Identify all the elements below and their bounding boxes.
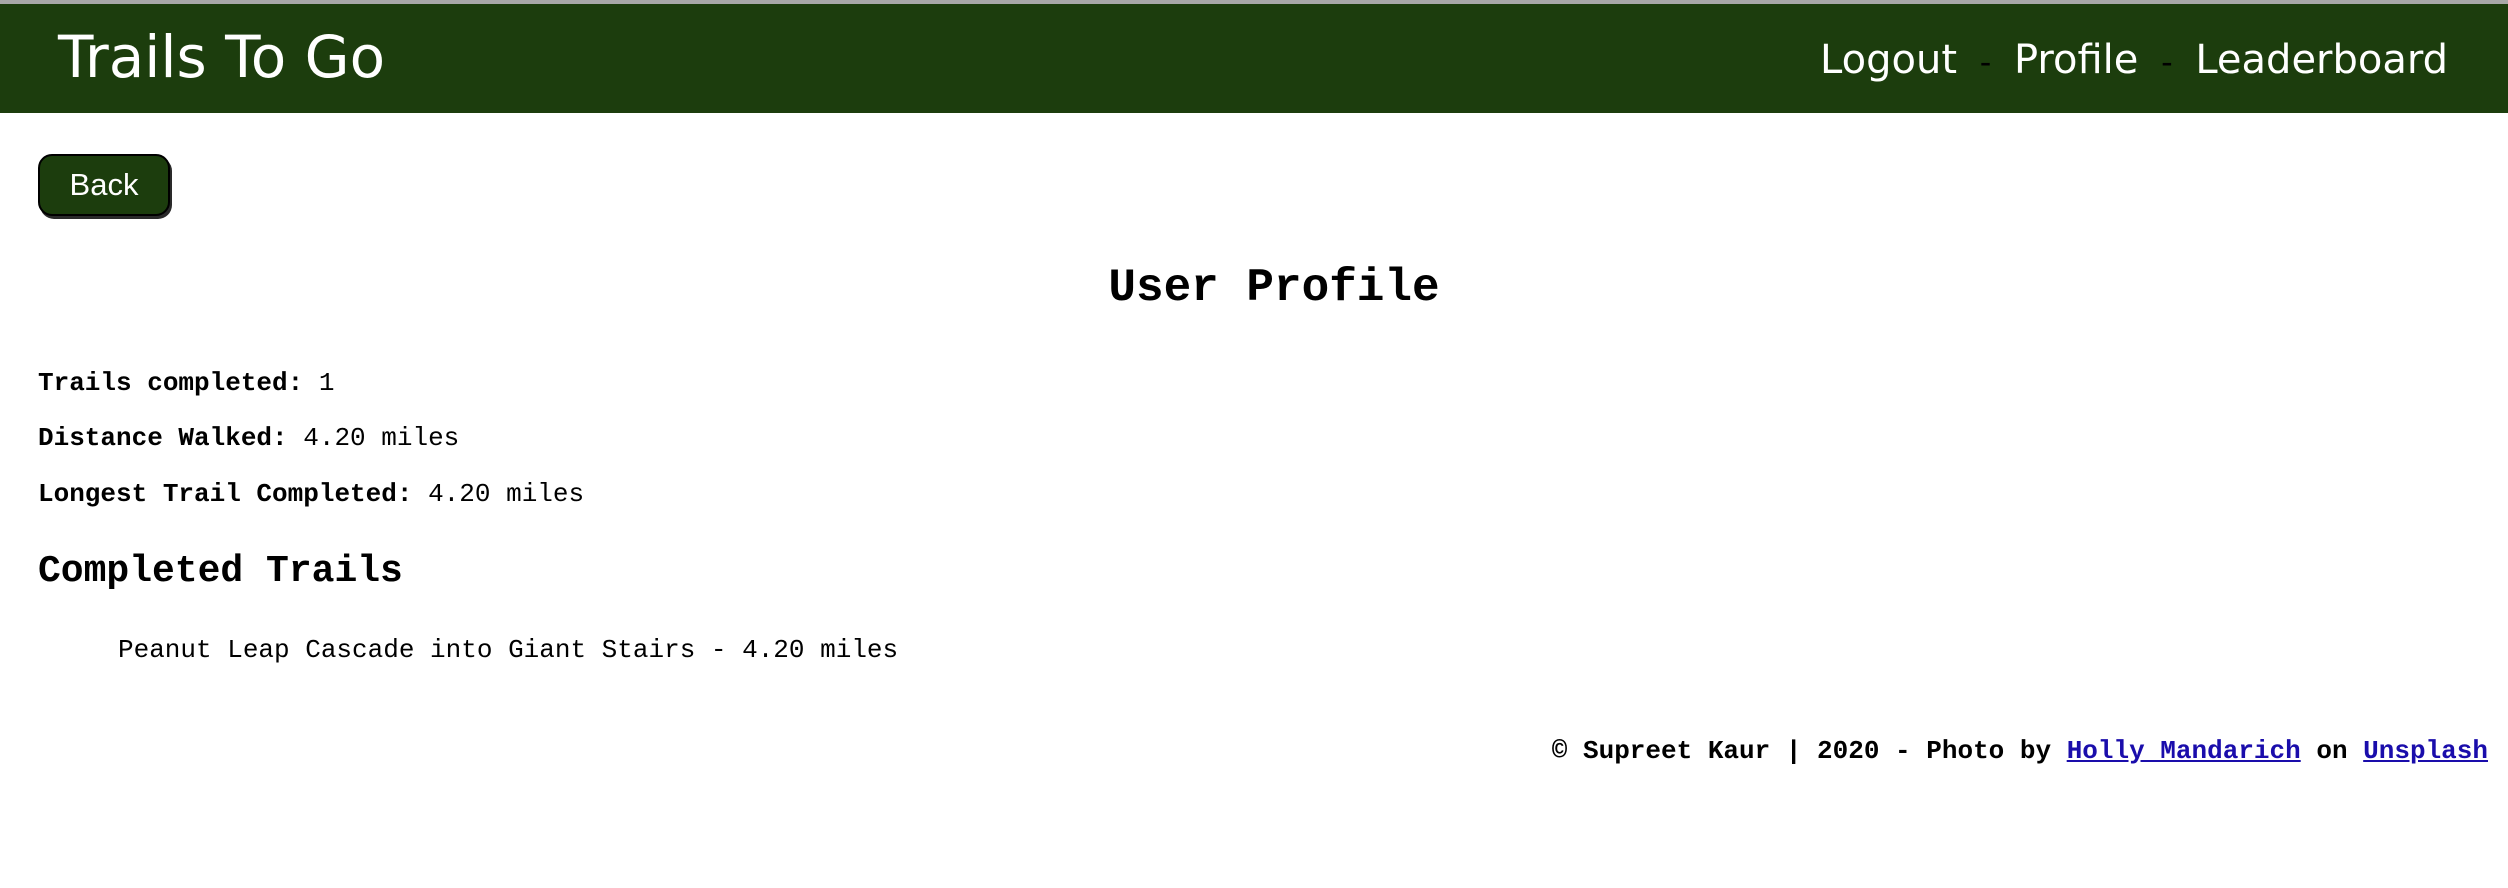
footer-on-text: on: [2316, 736, 2348, 766]
footer-credit: © Supreet Kaur | 2020 - Photo by: [1551, 736, 2052, 766]
unsplash-link[interactable]: Unsplash: [2363, 736, 2488, 766]
list-item: Peanut Leap Cascade into Giant Stairs - …: [118, 635, 899, 665]
stat-trails-completed: Trails completed: 1: [38, 366, 334, 400]
page-title: User Profile: [1108, 262, 1440, 314]
stat-distance-walked: Distance Walked: 4.20 miles: [38, 421, 459, 455]
back-button[interactable]: Back: [38, 154, 170, 216]
photographer-link[interactable]: Holly Mandarich: [2066, 736, 2301, 766]
footer: © Supreet Kaur | 2020 - Photo by Holly M…: [1552, 734, 2488, 768]
nav-profile-link[interactable]: Profile: [2013, 37, 2139, 83]
brand-title[interactable]: Trails To Go: [58, 23, 386, 91]
stat-value: 4.20 miles: [303, 423, 460, 453]
nav-logout-link[interactable]: Logout: [1820, 37, 1957, 83]
stat-value: 1: [318, 368, 335, 398]
stat-label: Longest Trail Completed:: [38, 479, 413, 509]
nav-links: Logout - Profile - Leaderboard: [1820, 32, 2448, 90]
top-border: [0, 0, 2508, 4]
completed-trails-heading: Completed Trails: [38, 550, 403, 593]
nav-separator: -: [2161, 43, 2173, 81]
stat-label: Distance Walked:: [38, 423, 288, 453]
completed-trails-list: Peanut Leap Cascade into Giant Stairs - …: [118, 633, 898, 667]
stat-value: 4.20 miles: [428, 479, 585, 509]
stat-label: Trails completed:: [38, 368, 304, 398]
nav-separator: -: [1979, 43, 1992, 81]
navbar: Trails To Go Logout - Profile - Leaderbo…: [0, 4, 2508, 113]
stat-longest-trail: Longest Trail Completed: 4.20 miles: [38, 477, 584, 511]
nav-leaderboard-link[interactable]: Leaderboard: [2195, 37, 2448, 83]
